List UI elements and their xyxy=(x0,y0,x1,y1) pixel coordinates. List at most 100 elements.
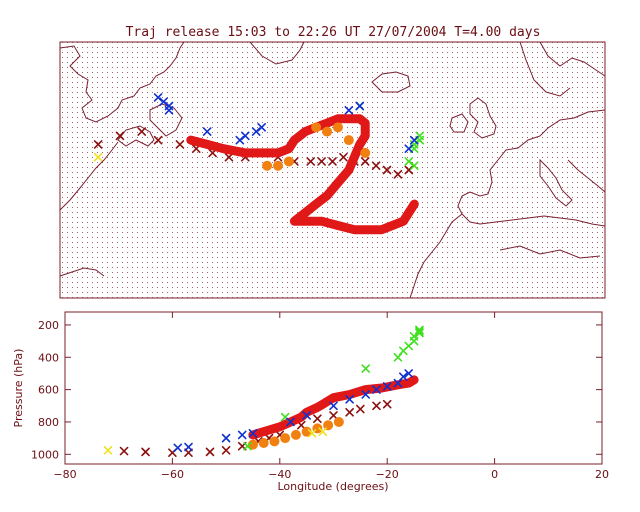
point-dark_red xyxy=(313,414,322,424)
point-blue xyxy=(404,144,414,153)
europe-coast xyxy=(457,109,606,215)
point-blue xyxy=(235,135,245,145)
x-tick-label: −80 xyxy=(53,468,76,481)
point-dark_red xyxy=(306,157,316,166)
point-orange xyxy=(360,147,371,158)
point-blue xyxy=(329,401,338,411)
y-tick-label: 200 xyxy=(38,319,59,332)
profile-ticks: −80 −60 −40 −20 0 20 200 400 600 800 1000 xyxy=(31,312,609,481)
iceland-coast xyxy=(371,71,411,93)
point-blue xyxy=(248,428,258,438)
point-blue xyxy=(404,369,413,378)
point-dark_red xyxy=(328,157,337,166)
point-orange xyxy=(333,416,344,427)
norway-coast xyxy=(519,41,571,97)
map-frame xyxy=(59,41,606,299)
point-dark_red xyxy=(224,152,234,162)
y-tick-label: 1000 xyxy=(31,448,59,461)
y-tick-label: 800 xyxy=(38,416,59,429)
point-blue xyxy=(302,411,311,420)
trajectory-band-red xyxy=(186,114,419,235)
point-dark_red xyxy=(345,407,354,417)
point-orange xyxy=(247,439,258,450)
point-dark_red xyxy=(93,140,103,149)
point-dark_red xyxy=(175,140,185,149)
point-blue xyxy=(173,443,183,453)
profile-panel: −80 −60 −40 −20 0 20 200 400 600 800 1000 Longitud… xyxy=(12,311,609,493)
point-orange xyxy=(343,135,354,146)
point-green xyxy=(243,441,252,451)
italy-coast xyxy=(539,158,573,207)
point-orange xyxy=(332,122,343,133)
point-blue xyxy=(159,97,168,107)
point-green xyxy=(415,328,424,338)
point-orange xyxy=(290,429,301,440)
point-green xyxy=(415,327,424,336)
point-blue xyxy=(345,395,354,404)
point-blue xyxy=(361,390,371,399)
point-blue xyxy=(237,430,247,440)
point-green xyxy=(409,161,419,171)
africa-interior xyxy=(499,245,601,259)
point-blue xyxy=(184,442,193,452)
point-orange xyxy=(269,436,280,447)
y-axis-label: Pressure (hPa) xyxy=(12,349,25,428)
newfoundland-coast xyxy=(149,103,183,137)
point-dark_red xyxy=(382,399,392,409)
point-dark_red xyxy=(371,161,381,171)
point-dark_red xyxy=(339,152,348,162)
point-orange xyxy=(280,433,291,444)
point-blue xyxy=(286,417,295,427)
y-tick-label: 400 xyxy=(38,351,59,364)
profile-trajectories xyxy=(103,325,424,457)
point-orange xyxy=(311,122,322,133)
britain-coast xyxy=(469,97,497,139)
scandinavia-coast xyxy=(539,41,606,77)
point-dark_red xyxy=(205,447,215,457)
point-dark_red xyxy=(317,157,326,166)
point-blue xyxy=(355,101,365,111)
north-america-coast xyxy=(59,41,185,123)
x-tick-label: 0 xyxy=(491,468,498,481)
x-axis-label: Longitude (degrees) xyxy=(277,480,388,493)
map-grid-background xyxy=(60,42,605,298)
point-dark_red xyxy=(329,411,338,420)
point-blue xyxy=(257,123,266,132)
point-dark_red xyxy=(372,401,381,411)
point-dark_red xyxy=(137,127,147,136)
point-blue xyxy=(202,127,212,136)
point-orange xyxy=(273,160,283,171)
point-green xyxy=(404,157,414,166)
point-orange xyxy=(322,126,333,137)
x-tick-label: −60 xyxy=(161,468,184,481)
point-green xyxy=(361,364,371,373)
figure-title: Traj release 15:03 to 22:26 UT 27/07/200… xyxy=(126,25,541,40)
point-blue xyxy=(221,433,231,443)
point-blue xyxy=(409,135,419,145)
caribbean-coast xyxy=(59,267,105,277)
point-dark_red xyxy=(360,157,370,166)
map-panel xyxy=(59,41,606,299)
point-dark_red xyxy=(221,445,231,455)
point-yellow xyxy=(318,427,328,436)
point-blue xyxy=(382,382,392,391)
point-orange xyxy=(258,437,269,448)
x-tick-label: 20 xyxy=(595,468,609,481)
point-yellow xyxy=(307,428,317,438)
west-africa-coast xyxy=(409,213,463,299)
point-green xyxy=(415,325,424,335)
point-blue xyxy=(344,105,354,115)
point-yellow xyxy=(93,152,103,162)
point-dark_red xyxy=(404,165,414,175)
ireland-coast xyxy=(449,113,469,133)
trajectory-band-red xyxy=(248,375,419,440)
point-dark_red xyxy=(153,135,163,145)
labrador-coast xyxy=(117,125,155,147)
map-trajectories xyxy=(93,93,425,235)
point-orange xyxy=(262,160,273,171)
north-africa-coast xyxy=(461,213,606,227)
point-orange xyxy=(301,426,312,437)
point-dark_red xyxy=(115,131,125,141)
profile-frame xyxy=(64,311,603,465)
